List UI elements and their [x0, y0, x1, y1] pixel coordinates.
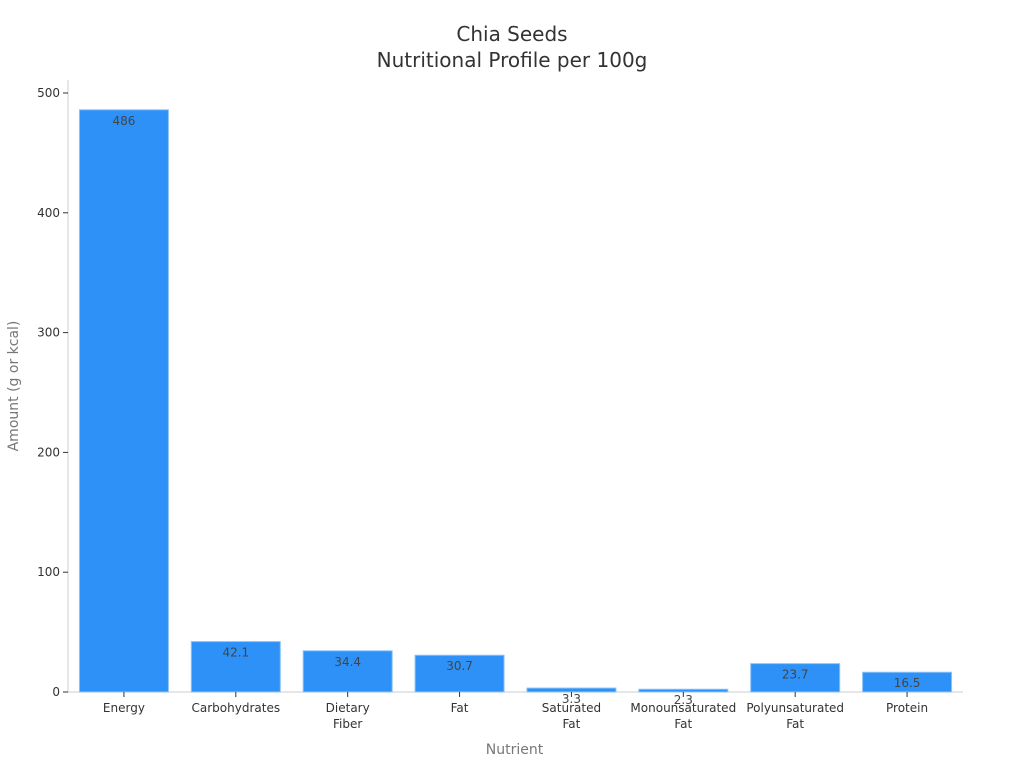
bar: [78, 109, 169, 693]
y-tick-label: 400: [37, 206, 60, 220]
x-tick-label: Carbohydrates: [192, 701, 281, 715]
bar-value-label: 23.7: [782, 668, 809, 682]
bar: [190, 641, 281, 693]
x-tick-label: Fat: [786, 717, 804, 731]
x-tick-label: Fat: [674, 717, 692, 731]
bar-value-label: 486: [112, 114, 135, 128]
bar: [750, 663, 841, 693]
x-tick-label: Dietary: [326, 701, 370, 715]
bar: [638, 688, 729, 693]
x-tick-label: Fiber: [333, 717, 362, 731]
bar-value-label: 34.4: [334, 655, 361, 669]
x-axis-label: Nutrient: [486, 742, 544, 758]
y-tick-label: 0: [52, 685, 60, 699]
bar-value-label: 2.3: [674, 693, 693, 707]
x-tick-label: Energy: [103, 701, 145, 715]
x-tick-label: Protein: [886, 701, 928, 715]
bar-value-label: 42.1: [222, 646, 249, 660]
bar-value-label: 30.7: [446, 659, 473, 673]
bar: [414, 654, 505, 693]
y-axis-label: Amount (g or kcal): [6, 321, 22, 452]
y-tick-label: 100: [37, 565, 60, 579]
chart-subtitle: Nutritional Profile per 100g: [376, 48, 648, 72]
bar-value-label: 3.3: [562, 692, 581, 706]
x-tick-label: Polyunsaturated: [746, 701, 844, 715]
chart-title: Chia Seeds: [456, 22, 568, 46]
x-tick-label: Monounsaturated: [630, 701, 736, 715]
bar-value-label: 16.5: [894, 676, 921, 690]
y-tick-label: 500: [37, 86, 60, 100]
y-tick-label: 200: [37, 445, 60, 459]
x-tick-label: Fat: [451, 701, 469, 715]
x-tick-label: Saturated: [542, 701, 601, 715]
x-tick-label: Fat: [563, 717, 581, 731]
y-tick-label: 300: [37, 326, 60, 340]
